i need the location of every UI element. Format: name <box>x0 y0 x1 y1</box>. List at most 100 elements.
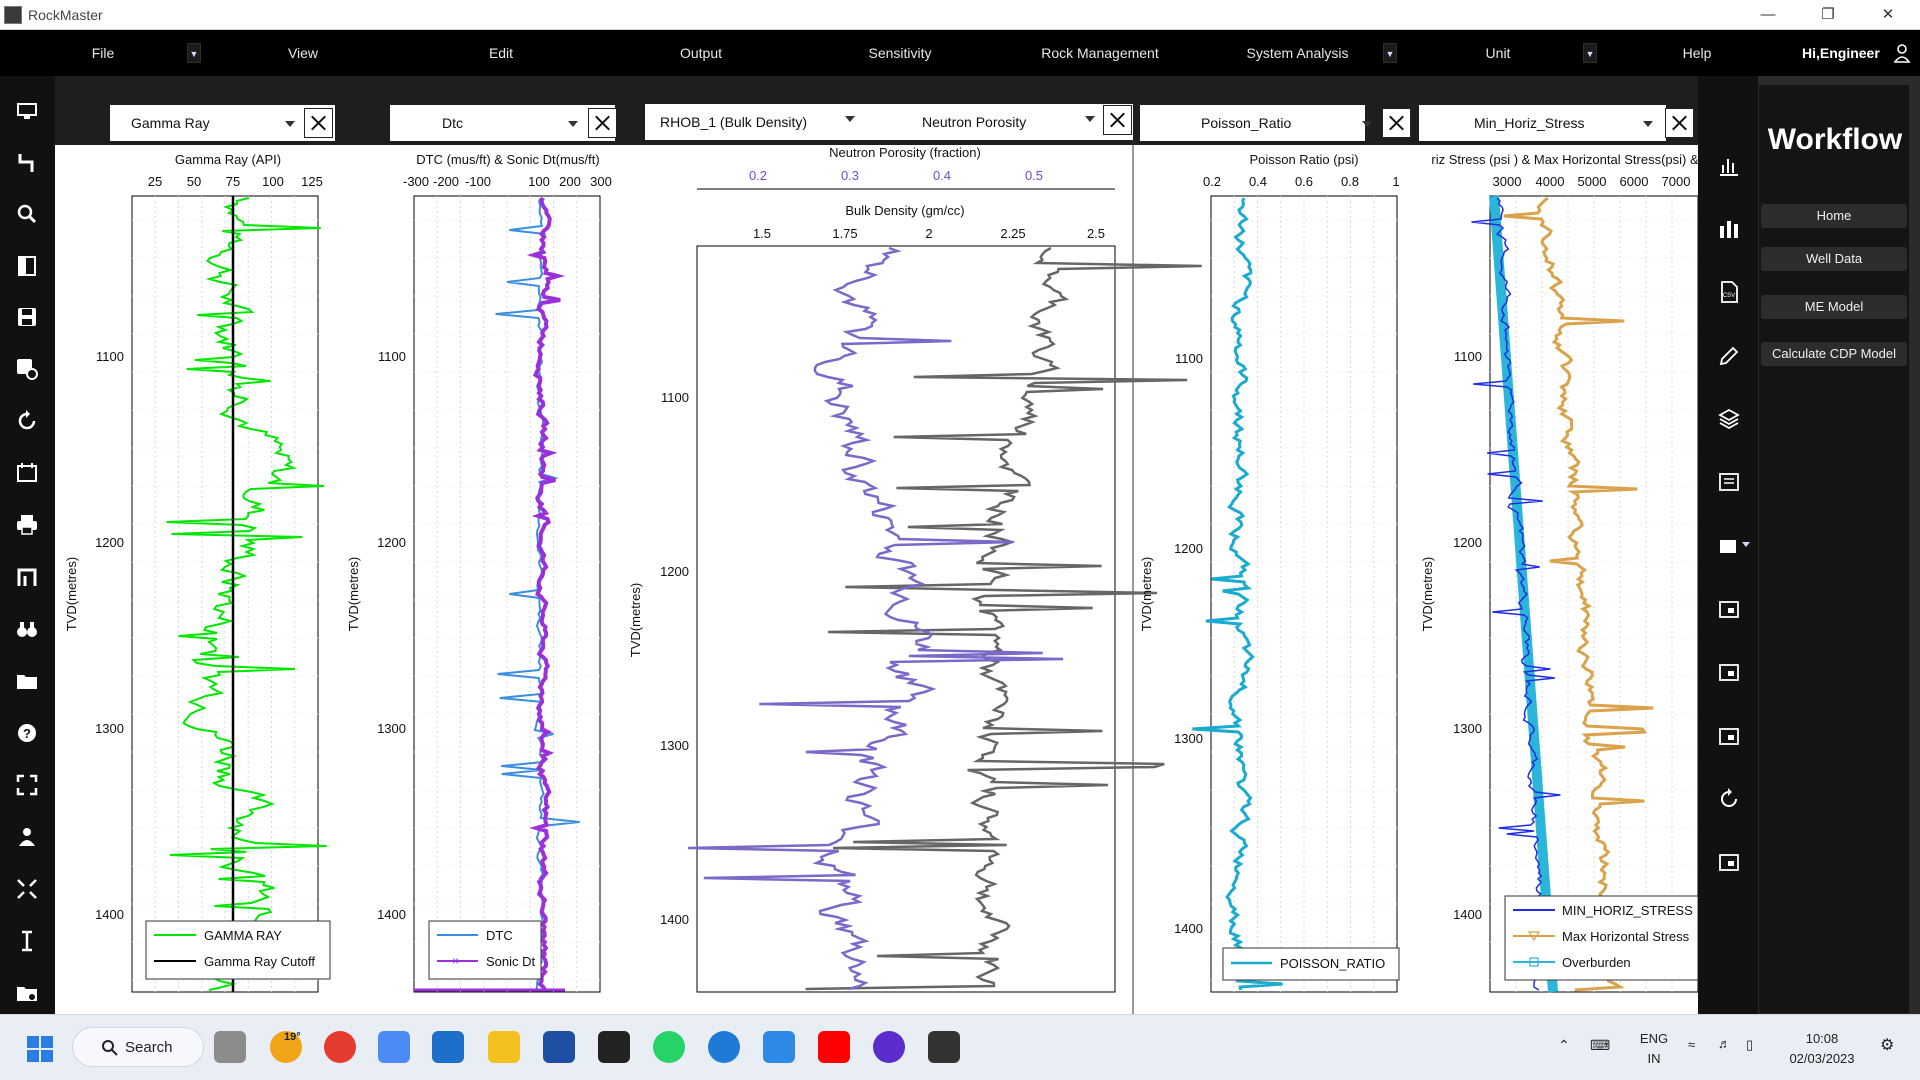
panel-icon[interactable] <box>14 253 40 279</box>
menu-view[interactable]: View <box>287 45 319 61</box>
monitor-icon[interactable] <box>14 98 40 124</box>
weather-icon[interactable] <box>270 1031 302 1063</box>
export-dropdown-icon[interactable] <box>1716 532 1752 558</box>
menu-edit[interactable]: Edit <box>488 45 514 61</box>
close-gamma-track-icon[interactable] <box>304 108 333 138</box>
menu-system-analysis[interactable]: System Analysis <box>1246 45 1349 61</box>
dtc-dropdown-icon[interactable] <box>568 121 578 127</box>
todo-icon[interactable] <box>763 1031 795 1063</box>
close-poisson-track-icon[interactable] <box>1382 108 1411 138</box>
menu-output[interactable]: Output <box>679 45 723 61</box>
cursor-text-icon[interactable] <box>14 928 40 954</box>
binoculars-icon[interactable] <box>14 616 40 642</box>
stress-depth-labels: 1100 1200 1300 1400 <box>1453 349 1482 922</box>
system-analysis-dropdown-icon[interactable]: ▼ <box>1383 43 1397 63</box>
save-icon[interactable] <box>14 304 40 330</box>
reload-icon[interactable] <box>1716 786 1742 812</box>
file-dropdown-icon[interactable]: ▼ <box>187 43 201 63</box>
calendar-save-icon[interactable] <box>1716 849 1742 875</box>
save-as-icon[interactable] <box>14 356 40 382</box>
battery-icon[interactable]: ▯ <box>1746 1037 1754 1052</box>
folder-settings-icon[interactable] <box>14 980 40 1006</box>
windows-start-icon[interactable] <box>26 1035 54 1063</box>
poisson-dropdown-icon[interactable] <box>1362 121 1372 127</box>
tray-overflow-icon[interactable]: ⌃ <box>1558 1037 1570 1053</box>
prime-video-icon[interactable] <box>543 1031 575 1063</box>
minimize-icon[interactable]: — <box>1760 6 1776 23</box>
report-icon[interactable] <box>1716 469 1742 495</box>
layers-icon[interactable] <box>1716 406 1742 432</box>
close-dtc-track-icon[interactable] <box>588 108 617 138</box>
language-top[interactable]: ENG <box>1639 1031 1669 1046</box>
mail-icon[interactable] <box>432 1031 464 1063</box>
menu-rock-management[interactable]: Rock Management <box>1041 45 1159 61</box>
menu-help[interactable]: Help <box>1682 45 1712 61</box>
rockmaster-task-icon[interactable] <box>928 1031 960 1063</box>
weather-temp: 19° <box>284 1031 301 1043</box>
rhob-track-select[interactable]: RHOB_1 (Bulk Density) <box>660 114 808 130</box>
unit-dropdown-icon[interactable]: ▼ <box>1583 43 1597 63</box>
gamma-dropdown-icon[interactable] <box>285 121 295 127</box>
rhob-dropdown-icon[interactable] <box>845 116 855 122</box>
clock-date[interactable]: 02/03/2023 <box>1789 1051 1855 1066</box>
stress-track-select[interactable]: Min_Horiz_Stress <box>1474 115 1585 131</box>
expand-icon[interactable] <box>14 772 40 798</box>
messenger-icon[interactable] <box>708 1031 740 1063</box>
browser-icon[interactable] <box>873 1031 905 1063</box>
workflow-me-model-button[interactable]: ME Model <box>1761 295 1907 319</box>
calendar-icon[interactable] <box>14 460 40 486</box>
camera-app-icon[interactable] <box>598 1031 630 1063</box>
calendar-view-icon[interactable] <box>1716 723 1742 749</box>
user-icon[interactable] <box>1893 43 1911 63</box>
workflow-well-data-button[interactable]: Well Data <box>1761 247 1907 271</box>
bar-chart-icon[interactable] <box>1716 216 1742 242</box>
stress-tick-labels: 3000 4000 5000 6000 7000 <box>1493 174 1691 189</box>
calendar-edit-icon[interactable] <box>1716 596 1742 622</box>
title-bar: RockMaster — ❐ ✕ <box>0 0 1920 30</box>
calendar-add-icon[interactable] <box>1716 659 1742 685</box>
taskbar-search[interactable]: Search <box>72 1027 204 1067</box>
close-stress-track-icon[interactable] <box>1665 108 1694 138</box>
close-window-icon[interactable]: ✕ <box>1881 6 1895 23</box>
menu-sensitivity[interactable]: Sensitivity <box>868 45 932 61</box>
folder-icon[interactable] <box>14 668 40 694</box>
help-icon[interactable]: ? <box>14 720 40 746</box>
file-explorer-icon[interactable] <box>488 1031 520 1063</box>
clock-time[interactable]: 10:08 <box>1805 1031 1839 1046</box>
whatsapp-icon[interactable] <box>653 1031 685 1063</box>
keyboard-icon[interactable]: ⌨ <box>1590 1037 1611 1053</box>
language-bottom[interactable]: IN <box>1647 1051 1661 1066</box>
stress-dropdown-icon[interactable] <box>1643 121 1653 127</box>
csv-file-icon[interactable]: CSV <box>1716 279 1742 305</box>
close-density-track-icon[interactable] <box>1103 105 1132 135</box>
restore-icon[interactable]: ❐ <box>1821 6 1835 23</box>
wifi-icon[interactable]: ≈ <box>1688 1037 1696 1052</box>
dtc-track-select[interactable]: Dtc <box>442 115 463 131</box>
neutron-dropdown-icon[interactable] <box>1085 116 1095 122</box>
poisson-track-select[interactable]: Poisson_Ratio <box>1201 115 1292 131</box>
notifications-icon[interactable]: ⚙ <box>1880 1037 1895 1054</box>
volume-icon[interactable]: ♬ <box>1718 1036 1731 1051</box>
print-icon[interactable] <box>14 512 40 538</box>
store-icon[interactable] <box>378 1031 410 1063</box>
zoom-icon[interactable] <box>14 201 40 227</box>
menu-unit[interactable]: Unit <box>1485 45 1511 61</box>
refresh-icon[interactable] <box>14 408 40 434</box>
gamma-track-select[interactable]: Gamma Ray <box>131 115 210 131</box>
collapse-icon[interactable] <box>14 876 40 902</box>
depth-tick: 1200 <box>1174 541 1203 556</box>
task-view-icon[interactable] <box>214 1031 246 1063</box>
youtube-icon[interactable] <box>818 1031 850 1063</box>
chrome-icon[interactable] <box>324 1031 356 1063</box>
line-chart-icon[interactable] <box>1716 153 1742 179</box>
workflow-calculate-cdp-button[interactable]: Calculate CDP Model <box>1761 342 1907 366</box>
workflow-home-button[interactable]: Home <box>1761 204 1907 228</box>
track-header-poisson: Poisson_Ratio <box>1140 105 1372 141</box>
edit-tool-icon[interactable] <box>1716 343 1742 369</box>
person-icon[interactable] <box>14 824 40 850</box>
track-icon[interactable] <box>14 564 40 590</box>
neutron-track-select[interactable]: Neutron Porosity <box>922 114 1027 130</box>
step-curve-icon[interactable] <box>14 150 40 176</box>
windows-taskbar: Search 19° ⌃ ⌨ ENG IN ≈ ♬ ▯ 10:08 02/03/… <box>0 1014 1920 1080</box>
menu-file[interactable]: File <box>91 45 115 61</box>
